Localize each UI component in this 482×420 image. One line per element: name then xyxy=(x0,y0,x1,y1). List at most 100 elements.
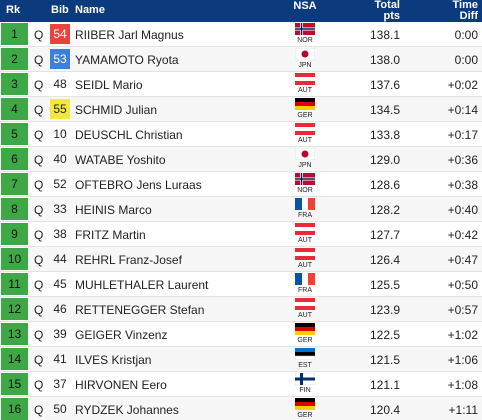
time-diff: +0:42 xyxy=(447,228,478,242)
table-row: 15 Q 37 HIRVONEN Eero FIN 121.1 +1:08 xyxy=(0,372,482,397)
bib: 33 xyxy=(53,202,67,216)
time-diff: +1:02 xyxy=(447,328,478,342)
rank: 5 xyxy=(1,123,28,145)
athlete-name: RIIBER Jarl Magnus xyxy=(75,28,184,42)
table-row: 5 Q 10 DEUSCHL Christian AUT 133.8 +0:17 xyxy=(0,122,482,147)
rank: 4 xyxy=(1,98,28,120)
nsa-code: AUT xyxy=(298,262,312,269)
total-points: 120.4 xyxy=(369,403,400,417)
athlete-name: WATABE Yoshito xyxy=(75,153,166,167)
flag xyxy=(295,173,315,185)
flag xyxy=(295,123,315,135)
total-points: 121.5 xyxy=(369,353,400,367)
athlete-name: YAMAMOTO Ryota xyxy=(75,53,179,67)
time-diff: +0:40 xyxy=(447,203,478,217)
table-row: 7 Q 52 OFTEBRO Jens Luraas NOR 128.6 +0:38 xyxy=(0,172,482,197)
bib: 52 xyxy=(53,177,67,191)
table-row: 1 Q 54 RIIBER Jarl Magnus NOR 138.1 0:00 xyxy=(0,22,482,47)
athlete-name: GEIGER Vinzenz xyxy=(75,328,168,342)
qualified: Q xyxy=(34,78,44,92)
bib: 50 xyxy=(53,402,67,416)
qualified: Q xyxy=(34,353,44,367)
athlete-name: DEUSCHL Christian xyxy=(75,128,183,142)
athlete-name: REHRL Franz-Josef xyxy=(75,253,182,267)
flag xyxy=(295,348,315,360)
qualified: Q xyxy=(34,28,44,42)
bib: 55 xyxy=(50,99,70,119)
nsa-code: FRA xyxy=(298,287,312,294)
rank: 6 xyxy=(1,148,28,170)
rank: 14 xyxy=(1,348,28,370)
flag xyxy=(295,98,315,110)
time-diff: +0:02 xyxy=(447,78,478,92)
header-rank: Rk xyxy=(6,4,21,16)
flag xyxy=(295,273,315,285)
time-diff: +1:08 xyxy=(447,378,478,392)
table-row: 16 Q 50 RYDZEK Johannes GER 120.4 +1:11 xyxy=(0,397,482,420)
header-diff: Time Diff xyxy=(452,0,478,22)
total-points: 133.8 xyxy=(369,128,400,142)
time-diff: +1:06 xyxy=(447,353,478,367)
time-diff: +0:14 xyxy=(447,103,478,117)
flag xyxy=(295,298,315,310)
header-bib: Bib xyxy=(51,4,69,16)
nsa-code: GER xyxy=(297,337,313,344)
rank: 12 xyxy=(1,298,28,320)
nsa-code: AUT xyxy=(298,312,312,319)
rank: 13 xyxy=(1,323,28,345)
flag xyxy=(295,223,315,235)
qualified: Q xyxy=(34,203,44,217)
qualified: Q xyxy=(34,378,44,392)
time-diff: +0:57 xyxy=(447,303,478,317)
table-row: 6 Q 40 WATABE Yoshito JPN 129.0 +0:36 xyxy=(0,147,482,172)
bib: 37 xyxy=(53,377,67,391)
total-points: 125.5 xyxy=(369,278,400,292)
total-points: 138.0 xyxy=(369,53,400,67)
nsa-code: NOR xyxy=(297,187,313,194)
bib: 45 xyxy=(53,277,67,291)
athlete-name: SCHMID Julian xyxy=(75,103,158,117)
nsa-code: GER xyxy=(297,412,313,419)
bib: 41 xyxy=(53,352,67,366)
qualified: Q xyxy=(34,253,44,267)
nsa-code: AUT xyxy=(298,137,312,144)
bib: 54 xyxy=(50,24,70,44)
athlete-name: MUHLETHALER Laurent xyxy=(75,278,209,292)
total-points: 128.2 xyxy=(369,203,400,217)
athlete-name: SEIDL Mario xyxy=(75,78,143,92)
flag xyxy=(295,248,315,260)
rank: 9 xyxy=(1,223,28,245)
bib: 40 xyxy=(53,152,67,166)
time-diff: +0:38 xyxy=(447,178,478,192)
table-row: 10 Q 44 REHRL Franz-Josef AUT 126.4 +0:47 xyxy=(0,247,482,272)
athlete-name: HIRVONEN Eero xyxy=(75,378,167,392)
athlete-name: OFTEBRO Jens Luraas xyxy=(75,178,202,192)
header-nsa: NSA xyxy=(293,0,317,12)
header-name: Name xyxy=(75,4,105,16)
qualified: Q xyxy=(34,403,44,417)
time-diff: +0:47 xyxy=(447,253,478,267)
total-points: 128.6 xyxy=(369,178,400,192)
time-diff: +0:17 xyxy=(447,128,478,142)
table-row: 2 Q 53 YAMAMOTO Ryota JPN 138.0 0:00 xyxy=(0,47,482,72)
qualified: Q xyxy=(34,178,44,192)
table-row: 11 Q 45 MUHLETHALER Laurent FRA 125.5 +0:50 xyxy=(0,272,482,297)
rank: 2 xyxy=(1,48,28,70)
flag xyxy=(295,73,315,85)
flag xyxy=(295,373,315,385)
rank: 16 xyxy=(1,398,28,420)
nsa-code: NOR xyxy=(297,37,313,44)
time-diff: 0:00 xyxy=(454,53,478,67)
athlete-name: RETTENEGGER Stefan xyxy=(75,303,205,317)
table-row: 8 Q 33 HEINIS Marco FRA 128.2 +0:40 xyxy=(0,197,482,222)
qualified: Q xyxy=(34,153,44,167)
flag xyxy=(295,23,315,35)
flag xyxy=(295,48,315,60)
athlete-name: ILVES Kristjan xyxy=(75,353,152,367)
total-points: 122.5 xyxy=(369,328,400,342)
nsa-code: AUT xyxy=(298,87,312,94)
nsa-code: FRA xyxy=(298,212,312,219)
athlete-name: RYDZEK Johannes xyxy=(75,403,179,417)
bib: 39 xyxy=(53,327,67,341)
